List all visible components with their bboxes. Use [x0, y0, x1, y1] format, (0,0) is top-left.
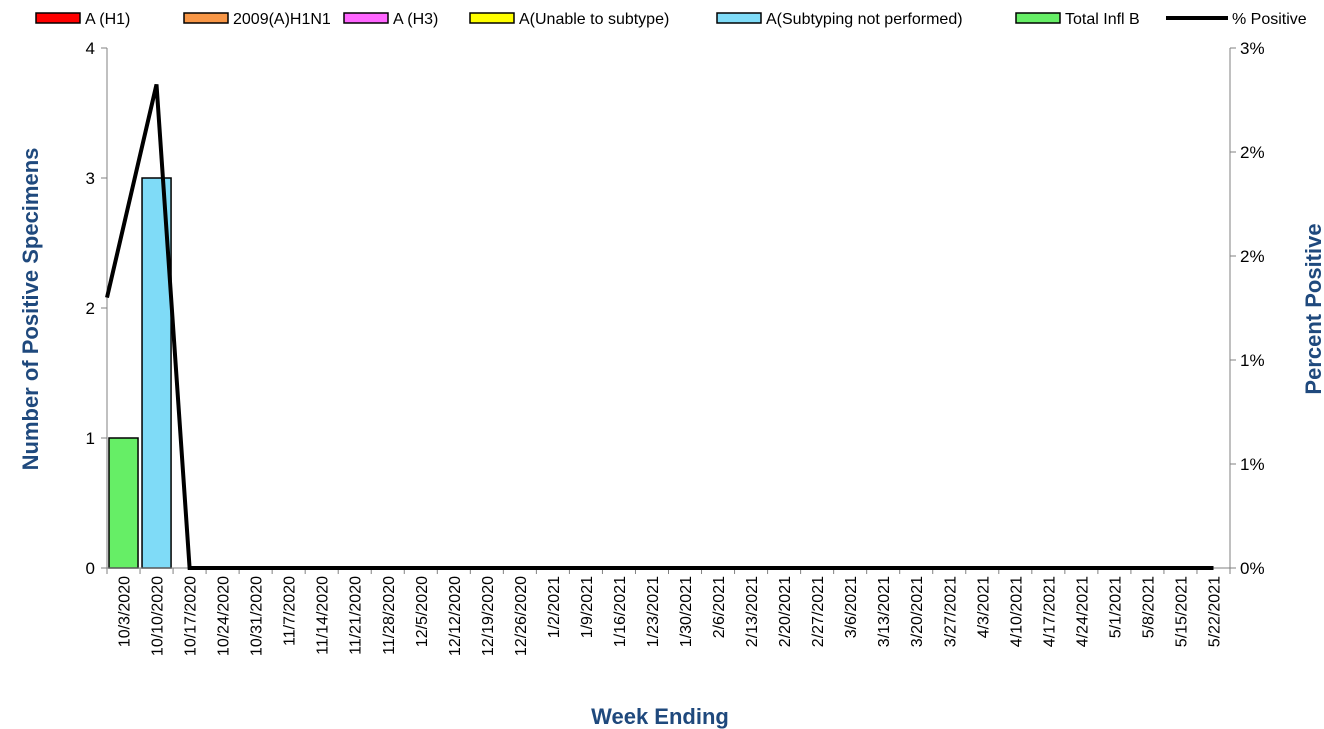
x-tick-label: 4/17/2021 — [1041, 576, 1058, 647]
x-tick-label: 5/22/2021 — [1206, 576, 1223, 647]
y-tick-label: 1 — [86, 429, 95, 448]
plot-area: 0 1 2 3 4 0% 1% 1% 2% 2% 3% 10/3/2020 10/10/2020 10/1… — [86, 39, 1265, 656]
legend-swatch — [183, 12, 229, 24]
legend-label: % Positive — [1232, 11, 1307, 28]
x-tick-label: 5/8/2021 — [1140, 576, 1157, 638]
legend: A (H1) 2009(A)H1N1 A (H3) A(Unable to subty… — [35, 11, 1307, 28]
y2-tick-label: 2% — [1240, 247, 1265, 266]
x-tick-label: 3/27/2021 — [942, 576, 959, 647]
x-tick-label: 5/1/2021 — [1107, 576, 1124, 638]
y2-tick-label: 1% — [1240, 351, 1265, 370]
y-tick-label: 3 — [86, 169, 95, 188]
x-tick-label: 12/26/2020 — [513, 576, 530, 656]
x-tick-label: 2/20/2021 — [777, 576, 794, 647]
legend-swatch — [716, 12, 762, 24]
line-percent-positive — [105, 83, 1214, 570]
x-tick-label: 12/12/2020 — [447, 576, 464, 656]
y2-tick-label: 3% — [1240, 39, 1265, 58]
y-tick-label: 4 — [86, 39, 95, 58]
y-axis-title: Number of Positive Specimens — [18, 148, 43, 471]
x-tick-label: 4/3/2021 — [975, 576, 992, 638]
x-tick-label: 12/5/2020 — [414, 576, 431, 647]
x-tick-label: 10/24/2020 — [216, 576, 233, 656]
x-tick-label: 1/2/2021 — [546, 576, 563, 638]
x-tick-label: 1/16/2021 — [612, 576, 629, 647]
x-tick-label: 11/14/2020 — [315, 576, 332, 655]
x-tick-label: 4/10/2021 — [1008, 576, 1025, 647]
x-tick-label: 10/31/2020 — [249, 576, 266, 656]
x-tick-label: 11/7/2020 — [282, 576, 299, 646]
x-tick-label: 10/3/2020 — [117, 576, 134, 647]
legend-label: A(Subtyping not performed) — [766, 11, 963, 28]
legend-swatch — [343, 12, 389, 24]
y2-axis-title: Percent Positive — [1301, 223, 1324, 394]
x-tick-label: 1/9/2021 — [579, 576, 596, 638]
x-tick-label: 10/17/2020 — [183, 576, 200, 656]
y-tick-label: 2 — [86, 299, 95, 318]
x-tick-label: 12/19/2020 — [480, 576, 497, 656]
x-tick-label: 5/15/2021 — [1173, 576, 1190, 647]
x-tick-label: 4/24/2021 — [1074, 576, 1091, 647]
x-tick-label: 3/6/2021 — [843, 576, 860, 638]
x-tick-label: 10/10/2020 — [150, 576, 167, 656]
x-tick-label: 3/13/2021 — [876, 576, 893, 647]
x-tick-label: 2/27/2021 — [810, 576, 827, 647]
legend-label: A(Unable to subtype) — [519, 11, 669, 28]
legend-label: A (H1) — [85, 11, 130, 28]
legend-label: 2009(A)H1N1 — [233, 11, 331, 28]
x-tick-label: 2/13/2021 — [744, 576, 761, 647]
x-tick-label: 11/21/2020 — [348, 576, 365, 655]
x-tick-label: 1/23/2021 — [645, 576, 662, 647]
x-tick-label: 3/20/2021 — [909, 576, 926, 647]
y-tick-label: 0 — [86, 559, 95, 578]
x-axis-title: Week Ending — [591, 704, 729, 729]
legend-swatch — [1015, 12, 1061, 24]
y2-tick-label: 1% — [1240, 455, 1265, 474]
legend-swatch — [469, 12, 515, 24]
x-tick-label: 1/30/2021 — [678, 576, 695, 647]
legend-swatch — [35, 12, 81, 24]
x-tick-label: 11/28/2020 — [381, 576, 398, 655]
y2-tick-label: 0% — [1240, 559, 1265, 578]
x-tick-label: 2/6/2021 — [711, 576, 728, 638]
y2-tick-label: 2% — [1240, 143, 1265, 162]
legend-label: Total Infl B — [1065, 11, 1140, 28]
legend-label: A (H3) — [393, 11, 438, 28]
bar-total-infl-b-0 — [108, 437, 139, 569]
